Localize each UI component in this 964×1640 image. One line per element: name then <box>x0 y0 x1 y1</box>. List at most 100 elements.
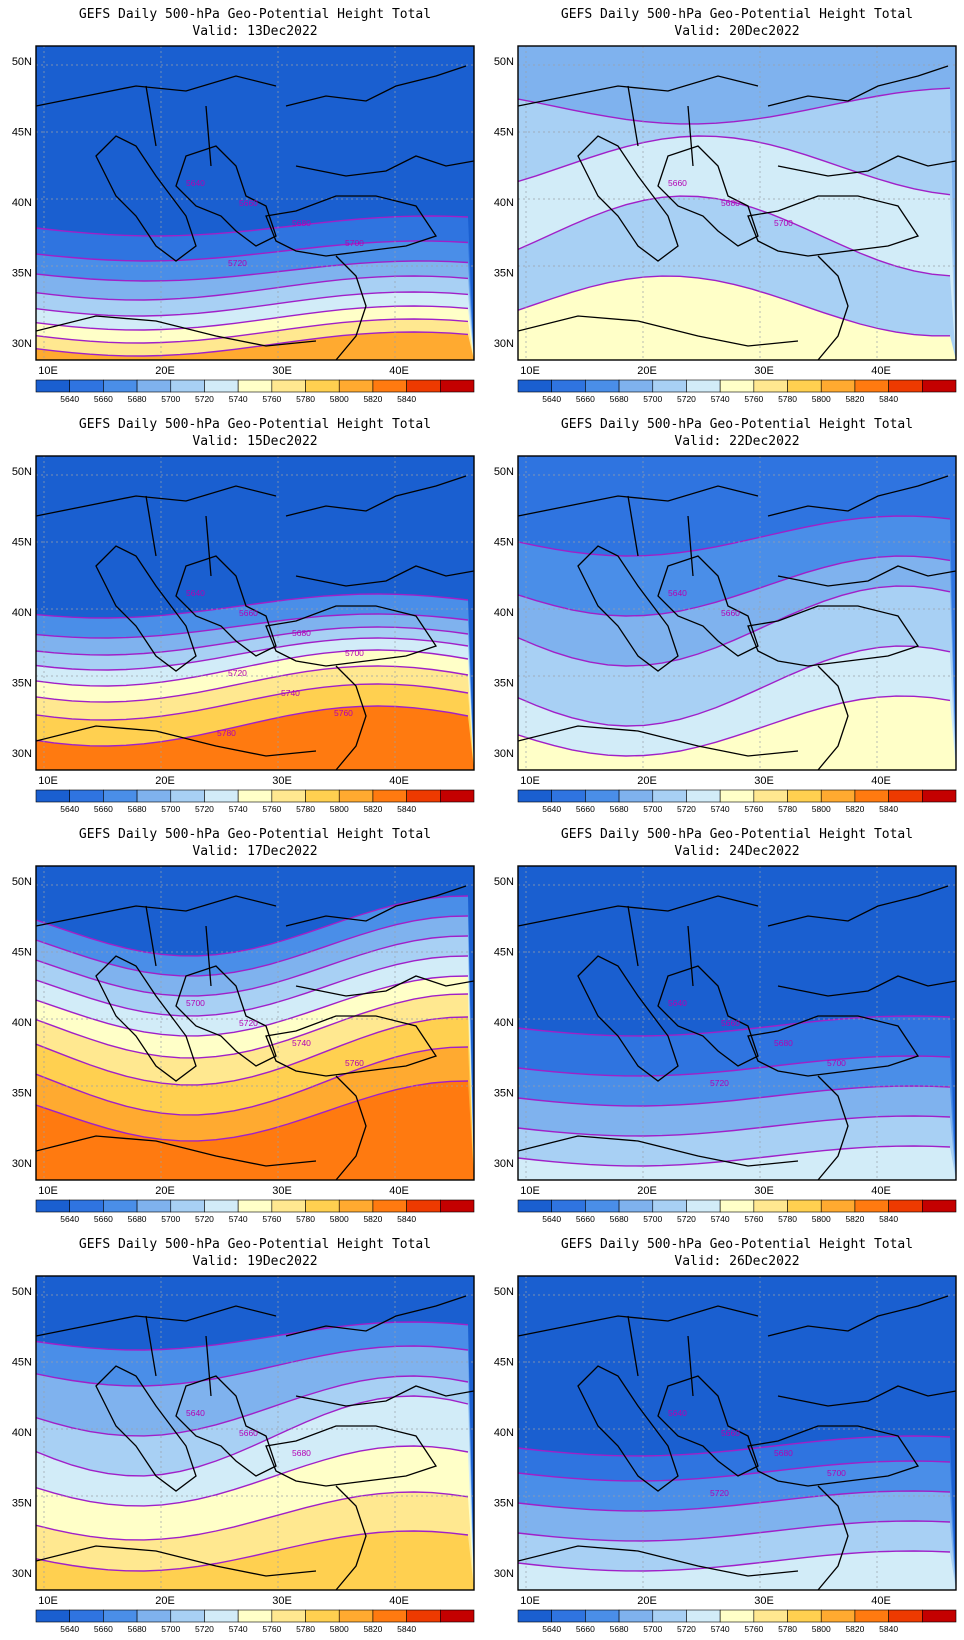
colorbar-swatch <box>372 789 407 803</box>
colorbar-swatch <box>719 1609 755 1623</box>
colorbar-label: 5820 <box>845 1624 864 1634</box>
coastline <box>145 495 157 557</box>
colorbar-swatch <box>652 1609 687 1623</box>
lon-tick-label: 10E <box>38 365 58 377</box>
colorbar-label: 5700 <box>643 804 662 814</box>
colorbar-label: 5800 <box>330 1624 349 1634</box>
lat-tick-label: 30N <box>12 1158 32 1170</box>
contour-line <box>36 705 469 747</box>
colorbar-swatch <box>551 1199 586 1213</box>
colorbar-swatch <box>136 789 172 803</box>
contour-line <box>518 1490 951 1512</box>
colorbar-swatch <box>35 1199 70 1213</box>
contour-line <box>518 1460 951 1482</box>
lon-tick-label: 10E <box>38 1185 58 1197</box>
colorbar-swatch <box>922 1199 957 1213</box>
lat-tick-label: 40N <box>12 1427 32 1439</box>
coastline <box>657 555 759 657</box>
contour-line <box>36 215 469 237</box>
colorbar-swatch <box>338 1199 374 1213</box>
colorbar-swatch <box>652 1199 687 1213</box>
height-band <box>518 1146 956 1180</box>
colorbar-swatch <box>820 1609 856 1623</box>
colorbar-swatch <box>517 1609 552 1623</box>
colorbar-swatch <box>787 789 822 803</box>
coastline <box>145 905 157 967</box>
lon-tick-label: 20E <box>155 365 175 377</box>
contour-label: 5640 <box>668 588 687 598</box>
plot-frame <box>517 865 957 1181</box>
lat-tick-label: 40N <box>12 197 32 209</box>
coastline <box>175 1375 277 1477</box>
coastline <box>627 905 639 967</box>
panel-valid-date: Valid: 26Dec2022 <box>674 1254 799 1269</box>
colorbar-swatch <box>686 1609 721 1623</box>
coastline <box>817 665 849 770</box>
colorbar-label: 5800 <box>330 394 349 404</box>
colorbar-swatch <box>440 379 475 393</box>
colorbar-label: 5780 <box>296 1624 315 1634</box>
colorbar-label: 5680 <box>610 804 629 814</box>
coastline <box>175 965 277 1067</box>
colorbar-label: 5640 <box>60 394 79 404</box>
contour-line <box>36 593 469 619</box>
contour-label: 5640 <box>186 178 205 188</box>
lon-tick-label: 40E <box>871 1185 891 1197</box>
colorbar-label: 5720 <box>195 804 214 814</box>
lat-tick-label: 40N <box>494 1427 514 1439</box>
lat-tick-label: 30N <box>12 338 32 350</box>
contour-line <box>36 275 469 301</box>
colorbar-label: 5700 <box>161 804 180 814</box>
map-panel: GEFS Daily 500-hPa Geo-Potential Height … <box>12 1237 475 1634</box>
panel-title: GEFS Daily 500-hPa Geo-Potential Height … <box>561 7 913 22</box>
colorbar-swatch <box>406 789 441 803</box>
colorbar-label: 5660 <box>94 1214 113 1224</box>
plot-frame <box>517 45 957 361</box>
contour-line <box>36 665 469 703</box>
lon-tick-label: 30E <box>272 1185 292 1197</box>
contour-label: 5700 <box>827 1468 846 1478</box>
contour-label: 5660 <box>721 608 740 618</box>
plot-frame <box>35 1275 475 1591</box>
coastline <box>36 1305 277 1337</box>
colorbar-swatch <box>922 789 957 803</box>
lon-tick-label: 20E <box>155 1595 175 1607</box>
lon-tick-label: 30E <box>754 365 774 377</box>
coastline <box>577 1365 679 1492</box>
coastline <box>295 155 474 177</box>
colorbar-swatch <box>787 1199 822 1213</box>
colorbar-label: 5840 <box>397 804 416 814</box>
coastline <box>518 1305 759 1337</box>
lon-tick-label: 10E <box>520 775 540 787</box>
colorbar-label: 5820 <box>845 394 864 404</box>
lon-tick-label: 40E <box>871 365 891 377</box>
panel-valid-date: Valid: 20Dec2022 <box>674 24 799 39</box>
contour-line <box>36 1375 469 1437</box>
lon-tick-label: 40E <box>871 1595 891 1607</box>
lat-tick-label: 30N <box>494 748 514 760</box>
colorbar-swatch <box>406 1609 441 1623</box>
coastline <box>205 515 212 577</box>
map-panel: GEFS Daily 500-hPa Geo-Potential Height … <box>494 7 957 404</box>
colorbar-swatch <box>338 789 374 803</box>
lat-tick-label: 50N <box>494 56 514 68</box>
coastline <box>95 135 197 262</box>
contour-label: 5640 <box>668 1408 687 1418</box>
colorbar: 5640 5660 5680 5700 5720 5740 5760 5780 5800 5820… <box>35 379 475 404</box>
colorbar-swatch <box>719 789 755 803</box>
colorbar-swatch <box>35 1609 70 1623</box>
contour-line <box>36 649 469 687</box>
coastline <box>747 195 920 257</box>
colorbar-label: 5840 <box>879 1214 898 1224</box>
lat-tick-label: 50N <box>12 1286 32 1298</box>
colorbar-label: 5840 <box>879 804 898 814</box>
colorbar-swatch <box>372 379 407 393</box>
contour-line <box>518 1085 951 1107</box>
lat-tick-label: 50N <box>494 1286 514 1298</box>
contour-label: 5660 <box>721 1018 740 1028</box>
coastline <box>747 605 920 667</box>
height-band <box>36 1531 474 1590</box>
height-band <box>518 276 956 360</box>
coastline <box>265 605 438 667</box>
coastline <box>295 975 474 997</box>
